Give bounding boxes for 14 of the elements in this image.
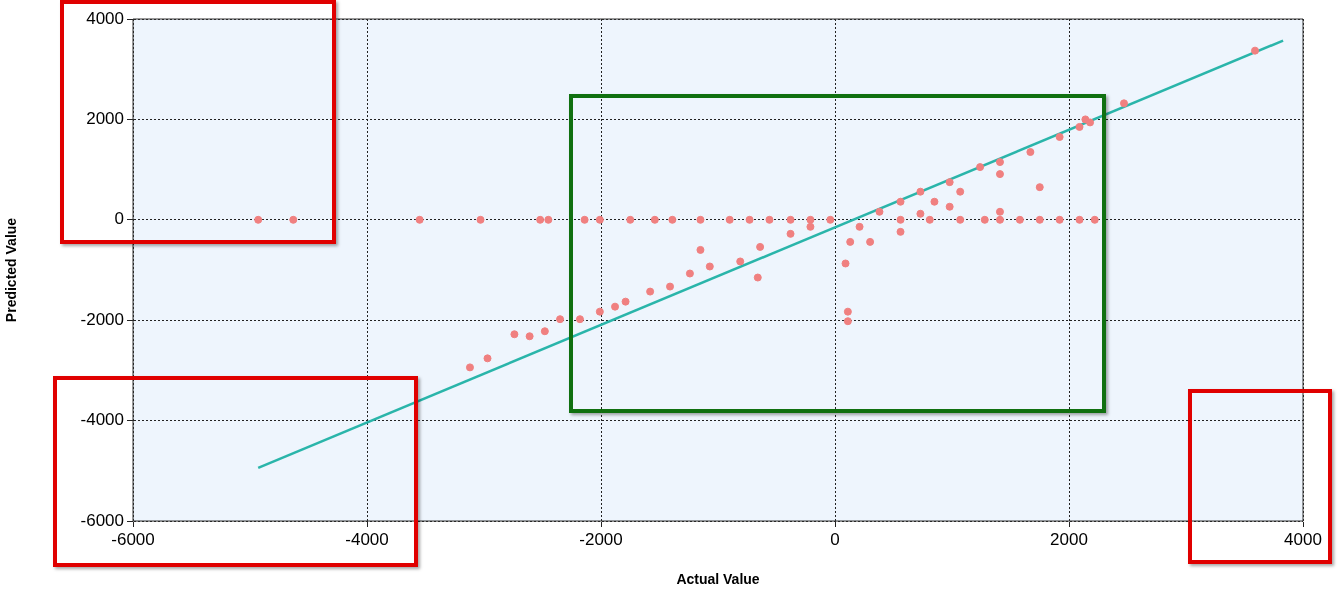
x-tick-label: 0 xyxy=(830,529,840,549)
x-tick-label: -4000 xyxy=(345,529,389,549)
y-tick-label: 2000 xyxy=(86,109,124,129)
y-tick-label: -2000 xyxy=(80,309,124,329)
y-tick-label: 4000 xyxy=(86,8,124,28)
y-tick-label: -6000 xyxy=(80,510,124,530)
x-tick-label: 2000 xyxy=(1050,529,1088,549)
x-tick-label: 4000 xyxy=(1284,529,1322,549)
x-axis-title: Actual Value xyxy=(676,571,760,588)
y-tick-label: -4000 xyxy=(80,410,124,430)
x-tick-label: -6000 xyxy=(111,529,155,549)
x-tick-label: -2000 xyxy=(579,529,623,549)
y-axis-title: Predicted Value xyxy=(3,217,20,323)
y-tick-label: 0 xyxy=(114,209,124,229)
